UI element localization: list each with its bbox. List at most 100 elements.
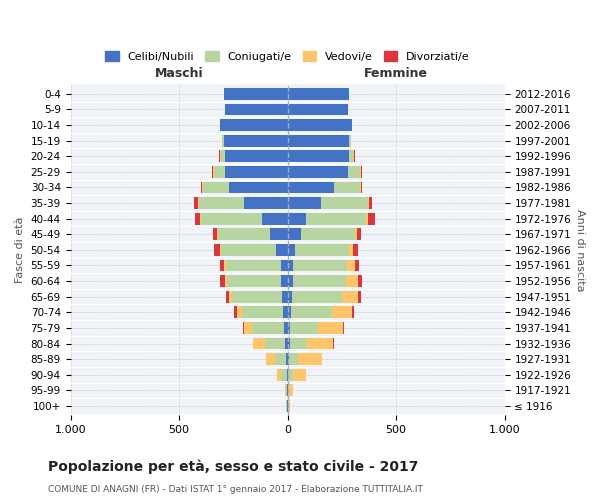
Bar: [232, 291, 282, 302]
Bar: [307, 338, 333, 349]
Bar: [287, 197, 321, 209]
Bar: [262, 213, 287, 224]
Y-axis label: Anni di nascita: Anni di nascita: [575, 208, 585, 291]
Bar: [360, 182, 361, 194]
Bar: [289, 369, 293, 380]
Bar: [227, 275, 281, 287]
Bar: [219, 150, 220, 162]
Bar: [353, 244, 358, 256]
Bar: [287, 213, 306, 224]
Bar: [346, 275, 358, 287]
Bar: [355, 260, 359, 272]
Bar: [281, 369, 287, 380]
Bar: [284, 322, 287, 334]
Bar: [275, 244, 287, 256]
Bar: [281, 260, 287, 272]
Bar: [287, 88, 349, 100]
Bar: [226, 291, 229, 302]
Bar: [214, 244, 220, 256]
Text: Maschi: Maschi: [155, 67, 203, 80]
Bar: [194, 197, 197, 209]
Bar: [214, 166, 224, 177]
Bar: [201, 182, 202, 194]
Bar: [287, 182, 334, 194]
Bar: [349, 166, 360, 177]
Bar: [289, 354, 298, 365]
Bar: [282, 291, 287, 302]
Bar: [220, 119, 287, 131]
Bar: [244, 197, 287, 209]
Bar: [221, 150, 224, 162]
Bar: [287, 260, 293, 272]
Bar: [349, 244, 353, 256]
Bar: [287, 291, 292, 302]
Bar: [343, 322, 344, 334]
Y-axis label: Fasce di età: Fasce di età: [15, 216, 25, 283]
Bar: [283, 306, 287, 318]
Bar: [243, 322, 244, 334]
Bar: [333, 338, 334, 349]
Bar: [199, 197, 244, 209]
Bar: [252, 322, 284, 334]
Bar: [197, 197, 199, 209]
Bar: [224, 150, 287, 162]
Bar: [220, 150, 221, 162]
Bar: [265, 338, 286, 349]
Bar: [342, 291, 358, 302]
Bar: [285, 384, 286, 396]
Bar: [201, 213, 262, 224]
Bar: [229, 182, 287, 194]
Bar: [286, 400, 287, 412]
Bar: [224, 88, 287, 100]
Bar: [306, 213, 366, 224]
Bar: [224, 275, 227, 287]
Bar: [290, 338, 307, 349]
Bar: [355, 228, 357, 240]
Text: Femmine: Femmine: [364, 67, 428, 80]
Bar: [293, 275, 346, 287]
Bar: [253, 338, 265, 349]
Bar: [287, 354, 289, 365]
Bar: [224, 104, 287, 116]
Bar: [287, 338, 290, 349]
Bar: [229, 291, 232, 302]
Bar: [291, 306, 332, 318]
Bar: [286, 338, 287, 349]
Bar: [293, 369, 306, 380]
Bar: [349, 150, 353, 162]
Bar: [358, 275, 362, 287]
Bar: [244, 322, 252, 334]
Bar: [290, 322, 319, 334]
Bar: [289, 400, 290, 412]
Bar: [266, 354, 275, 365]
Bar: [287, 228, 301, 240]
Bar: [242, 306, 283, 318]
Bar: [200, 213, 201, 224]
Bar: [223, 135, 224, 146]
Bar: [220, 260, 224, 272]
Bar: [287, 306, 291, 318]
Bar: [287, 369, 289, 380]
Bar: [224, 166, 287, 177]
Bar: [360, 166, 361, 177]
Bar: [358, 291, 361, 302]
Bar: [288, 384, 289, 396]
Bar: [334, 182, 360, 194]
Bar: [293, 260, 347, 272]
Bar: [218, 228, 270, 240]
Bar: [319, 322, 343, 334]
Bar: [368, 213, 376, 224]
Bar: [235, 306, 236, 318]
Bar: [288, 400, 289, 412]
Bar: [361, 182, 362, 194]
Bar: [289, 384, 293, 396]
Bar: [301, 228, 355, 240]
Bar: [287, 119, 352, 131]
Bar: [212, 228, 217, 240]
Bar: [295, 244, 349, 256]
Bar: [287, 104, 349, 116]
Bar: [226, 260, 281, 272]
Bar: [292, 291, 342, 302]
Bar: [217, 228, 218, 240]
Text: COMUNE DI ANAGNI (FR) - Dati ISTAT 1° gennaio 2017 - Elaborazione TUTTITALIA.IT: COMUNE DI ANAGNI (FR) - Dati ISTAT 1° ge…: [48, 485, 423, 494]
